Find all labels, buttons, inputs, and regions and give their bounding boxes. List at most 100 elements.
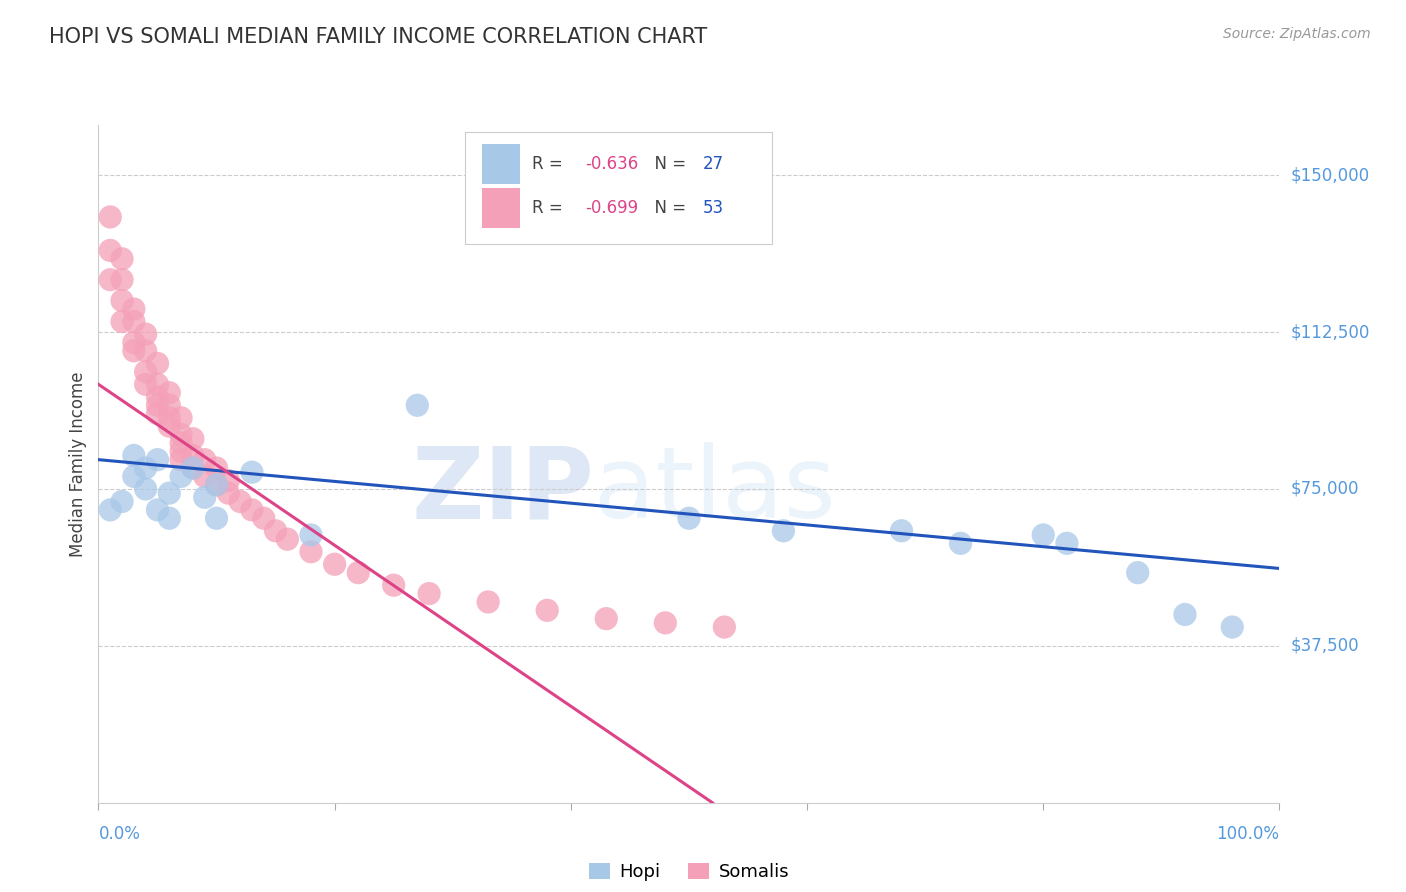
Point — [122, 469, 145, 483]
Point — [146, 356, 169, 370]
Point — [1032, 528, 1054, 542]
Point — [111, 273, 134, 287]
Point — [205, 511, 228, 525]
Point — [713, 620, 735, 634]
Point — [157, 410, 180, 425]
Text: 53: 53 — [703, 199, 724, 218]
Point — [122, 335, 145, 350]
Point — [217, 474, 239, 488]
Point — [111, 314, 134, 328]
Point — [1220, 620, 1243, 634]
FancyBboxPatch shape — [482, 188, 520, 228]
Point — [170, 427, 193, 442]
Point — [595, 612, 617, 626]
Point — [157, 398, 180, 412]
Point — [135, 461, 157, 475]
Point — [205, 477, 228, 491]
Point — [122, 343, 145, 358]
Point — [170, 469, 193, 483]
Text: -0.699: -0.699 — [585, 199, 638, 218]
Point — [229, 494, 252, 508]
Point — [323, 558, 346, 572]
Point — [157, 511, 180, 525]
Point — [772, 524, 794, 538]
Text: HOPI VS SOMALI MEDIAN FAMILY INCOME CORRELATION CHART: HOPI VS SOMALI MEDIAN FAMILY INCOME CORR… — [49, 27, 707, 46]
FancyBboxPatch shape — [464, 132, 772, 244]
Text: N =: N = — [644, 199, 692, 218]
Point — [135, 365, 157, 379]
Point — [240, 503, 263, 517]
Point — [122, 449, 145, 463]
Point — [276, 532, 298, 546]
Point — [264, 524, 287, 538]
Point — [253, 511, 276, 525]
Point — [146, 407, 169, 421]
Point — [135, 482, 157, 496]
Point — [299, 528, 322, 542]
Point — [146, 377, 169, 392]
Text: $150,000: $150,000 — [1291, 166, 1369, 184]
Text: 100.0%: 100.0% — [1216, 825, 1279, 843]
Point — [111, 494, 134, 508]
Point — [949, 536, 972, 550]
Y-axis label: Median Family Income: Median Family Income — [69, 371, 87, 557]
Point — [146, 503, 169, 517]
Point — [299, 545, 322, 559]
Point — [157, 486, 180, 500]
Point — [205, 477, 228, 491]
Point — [170, 452, 193, 467]
Point — [181, 432, 204, 446]
Text: $112,500: $112,500 — [1291, 323, 1369, 341]
Point — [205, 461, 228, 475]
Point — [418, 586, 440, 600]
Point — [135, 343, 157, 358]
Point — [654, 615, 676, 630]
Point — [181, 461, 204, 475]
Point — [122, 301, 145, 316]
Point — [122, 314, 145, 328]
Text: R =: R = — [531, 199, 568, 218]
Text: ZIP: ZIP — [412, 442, 595, 540]
Point — [181, 449, 204, 463]
Point — [170, 436, 193, 450]
Point — [240, 465, 263, 479]
Point — [217, 486, 239, 500]
Point — [477, 595, 499, 609]
Point — [170, 410, 193, 425]
Point — [890, 524, 912, 538]
Text: 27: 27 — [703, 154, 724, 172]
Text: $75,000: $75,000 — [1291, 480, 1360, 498]
Text: -0.636: -0.636 — [585, 154, 638, 172]
Point — [98, 244, 121, 258]
Point — [146, 452, 169, 467]
Point — [135, 377, 157, 392]
Point — [536, 603, 558, 617]
Point — [111, 293, 134, 308]
Point — [194, 469, 217, 483]
Point — [146, 390, 169, 404]
Point — [1174, 607, 1197, 622]
Text: N =: N = — [644, 154, 692, 172]
Point — [1126, 566, 1149, 580]
Point — [181, 461, 204, 475]
Text: 0.0%: 0.0% — [98, 825, 141, 843]
Point — [347, 566, 370, 580]
Point — [98, 273, 121, 287]
Point — [98, 503, 121, 517]
Point — [157, 419, 180, 434]
Legend: Hopi, Somalis: Hopi, Somalis — [582, 856, 796, 888]
Text: Source: ZipAtlas.com: Source: ZipAtlas.com — [1223, 27, 1371, 41]
Point — [382, 578, 405, 592]
Text: atlas: atlas — [595, 442, 837, 540]
FancyBboxPatch shape — [482, 144, 520, 184]
Point — [146, 398, 169, 412]
Point — [170, 444, 193, 458]
Point — [194, 491, 217, 505]
Point — [406, 398, 429, 412]
Point — [194, 452, 217, 467]
Point — [1056, 536, 1078, 550]
Point — [135, 327, 157, 342]
Point — [157, 385, 180, 400]
Text: R =: R = — [531, 154, 568, 172]
Point — [678, 511, 700, 525]
